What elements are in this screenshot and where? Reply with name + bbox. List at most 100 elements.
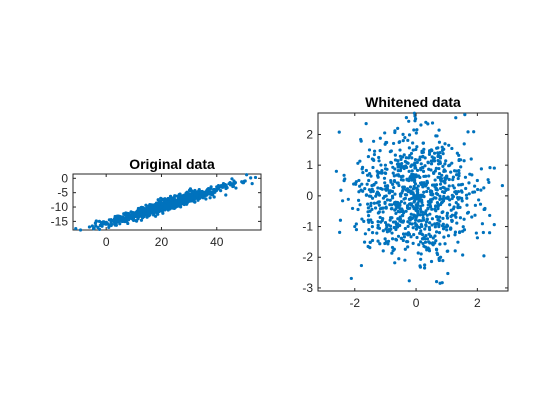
whitened-data-point	[407, 216, 411, 221]
whitened-data-point	[442, 235, 446, 239]
whitened-data-point	[422, 244, 426, 248]
original-data-point	[118, 222, 122, 226]
whitened-data-point	[404, 193, 409, 197]
whitened-data-point	[349, 276, 353, 281]
whitened-data-point	[434, 280, 439, 284]
whitened-data-point	[429, 259, 434, 264]
whitened-data-point	[396, 217, 400, 221]
whitened-data-point	[401, 178, 405, 182]
whitened-data-point	[401, 132, 405, 136]
whitened-data-point	[392, 174, 396, 178]
whitened-data-point	[443, 242, 447, 246]
whitened-data-point	[438, 156, 443, 160]
whitened-data-point	[423, 237, 427, 241]
whitened-data-point	[407, 146, 411, 150]
whitened-data-point	[412, 128, 416, 132]
whitened-data-point	[440, 190, 445, 194]
whitened-data-point	[472, 130, 476, 134]
original-data-point	[197, 187, 201, 192]
whitened-data-point	[401, 185, 405, 189]
whitened-data-point	[368, 209, 372, 213]
whitened-data-x-tick-label: 0	[413, 296, 420, 310]
whitened-data-point	[412, 184, 416, 189]
whitened-data-point	[362, 219, 366, 223]
whitened-data-point	[486, 178, 490, 182]
whitened-data-point	[409, 212, 413, 216]
whitened-data-point	[448, 198, 452, 202]
whitened-data-point	[414, 194, 418, 198]
whitened-data-point	[380, 169, 384, 173]
original-data-y-tick-label: -5	[57, 186, 68, 200]
whitened-data-point	[458, 230, 462, 234]
whitened-data-point	[454, 169, 459, 173]
whitened-data-point	[423, 156, 427, 160]
whitened-data-point	[407, 119, 411, 123]
whitened-data-point	[378, 136, 382, 140]
whitened-data-point	[482, 186, 486, 190]
original-data-point	[160, 201, 164, 205]
whitened-data-point	[371, 165, 375, 170]
whitened-data-point	[414, 147, 418, 152]
whitened-data-point	[418, 264, 422, 268]
original-data-y-tick-label: -15	[51, 214, 69, 228]
whitened-data-point	[419, 123, 423, 127]
whitened-data-point	[376, 211, 380, 215]
whitened-data-point	[415, 235, 419, 240]
whitened-data-point	[435, 215, 439, 219]
whitened-data-point	[416, 184, 420, 188]
whitened-data-point	[445, 214, 449, 218]
whitened-data-point	[342, 173, 346, 177]
whitened-data-point	[383, 200, 387, 204]
whitened-data-point	[437, 231, 442, 235]
whitened-data-point	[339, 188, 343, 192]
whitened-data-point	[444, 159, 448, 163]
whitened-data-point	[402, 211, 406, 215]
whitened-data-point	[460, 196, 464, 200]
whitened-data-point	[372, 201, 376, 205]
whitened-data-point	[488, 213, 492, 218]
whitened-data-point	[438, 175, 442, 180]
whitened-data-point	[426, 122, 430, 126]
whitened-data-point	[425, 237, 430, 241]
whitened-data-point	[367, 188, 372, 192]
whitened-data-point	[441, 210, 445, 214]
whitened-data-point	[354, 228, 359, 232]
whitened-data-point	[361, 170, 365, 175]
whitened-data-point	[454, 211, 458, 215]
original-data-point	[99, 220, 104, 225]
whitened-data-point	[434, 134, 438, 138]
original-data-point	[134, 218, 138, 223]
whitened-data-point	[453, 230, 458, 234]
whitened-data-point	[397, 183, 401, 188]
original-data-point	[208, 190, 213, 194]
whitened-data-point	[421, 169, 426, 173]
whitened-data-point	[400, 213, 404, 218]
whitened-data-point	[404, 209, 408, 213]
whitened-data-point	[462, 159, 466, 163]
original-data-point	[196, 190, 200, 194]
whitened-data-point	[419, 252, 423, 256]
whitened-data-point	[488, 166, 492, 170]
whitened-data-point	[429, 159, 433, 163]
whitened-data-point	[460, 199, 464, 203]
whitened-data-point	[469, 157, 473, 161]
whitened-data-point	[385, 225, 389, 229]
whitened-data-point	[438, 194, 442, 198]
whitened-data-point	[388, 198, 392, 202]
whitened-data-point	[416, 209, 420, 214]
whitened-data-point	[407, 156, 411, 160]
whitened-data-point	[352, 182, 356, 186]
whitened-data-point	[449, 227, 453, 231]
whitened-data-point	[451, 184, 455, 188]
whitened-data-point	[412, 111, 417, 115]
whitened-data-point	[436, 192, 440, 196]
original-data-y-tick-label: 0	[61, 171, 68, 185]
whitened-data-point	[372, 139, 376, 143]
original-data-point	[219, 189, 223, 193]
whitened-data-point	[470, 215, 474, 219]
original-data-x-tick-label: 20	[155, 235, 169, 249]
whitened-data-point	[463, 113, 467, 117]
whitened-data-point	[396, 126, 400, 130]
original-data-point	[172, 206, 176, 210]
whitened-data-point	[479, 188, 483, 192]
